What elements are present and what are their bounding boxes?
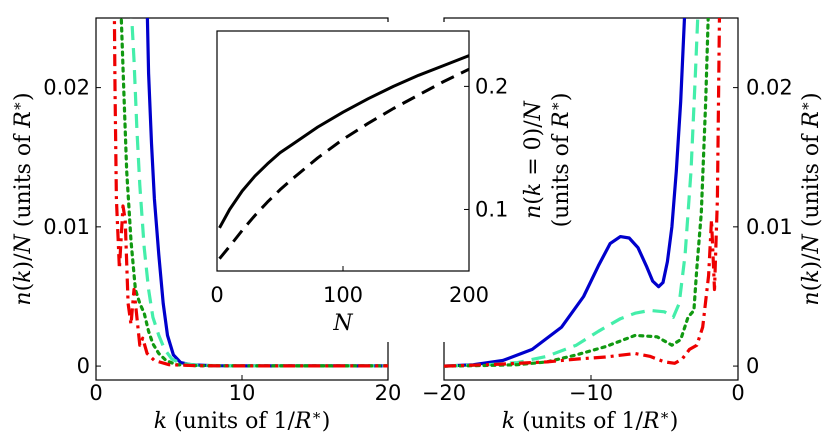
right-xtick-label: 0 — [731, 381, 744, 405]
inset-xtick-label: 0 — [210, 283, 223, 307]
right-series-dashed — [444, 18, 700, 368]
inset-series-group — [218, 54, 469, 260]
right-ytick-label: 0.02 — [746, 76, 793, 100]
inset-series-dashed — [218, 67, 469, 260]
svg-text:N: N — [332, 311, 353, 336]
right-xtick-label: −10 — [569, 381, 613, 405]
inset-xlabel: N — [332, 311, 353, 336]
left-ytick-label: 0 — [77, 354, 90, 378]
left-ticks: 0 10 20 0 0.01 0.02 — [43, 76, 401, 405]
right-ylabel: n(k)/N (units of R∗) — [796, 92, 824, 305]
svg-text:n(k)/N (units of R∗): n(k)/N (units of R∗) — [8, 92, 36, 305]
right-ytick-label: 0.01 — [746, 215, 793, 239]
left-xtick-label: 20 — [375, 381, 402, 405]
svg-text:k (units of 1/R∗): k (units of 1/R∗) — [154, 406, 331, 434]
inset-ytick-label: 0.2 — [475, 74, 508, 98]
left-ylabel: n(k)/N (units of R∗) — [8, 92, 36, 305]
right-series-group — [444, 18, 722, 368]
left-ytick-label: 0.02 — [43, 76, 90, 100]
right-xtick-label: −20 — [422, 381, 466, 405]
left-xtick-label: 0 — [89, 381, 102, 405]
right-series-dash-dot — [444, 18, 722, 368]
right-ticks: −20 −10 00 0.01 0.02 — [422, 76, 793, 405]
inset-ylabel: n(k = 0)/N (units of R∗) — [521, 93, 574, 228]
right-panel: −20 −10 00 0.01 0.02 — [422, 17, 793, 405]
right-ytick-label: 0 — [746, 354, 759, 378]
svg-text:n(k = 0)/N: n(k = 0)/N — [521, 100, 546, 219]
inset-xtick-label: 200 — [449, 283, 489, 307]
left-series-dash-dot — [112, 18, 388, 368]
left-ytick-label: 0.01 — [43, 215, 90, 239]
inset-ticks: 0 100 200 0.1 0.2 — [210, 74, 508, 307]
left-series-dotted — [119, 18, 388, 368]
inset-xtick-label: 100 — [323, 283, 363, 307]
right-series-dotted — [444, 18, 710, 368]
right-xlabel: k (units of 1/R∗) — [502, 406, 679, 434]
inset-plot-frame — [216, 30, 470, 272]
svg-text:n(k)/N (units of R∗): n(k)/N (units of R∗) — [796, 92, 824, 305]
inset-series-solid — [218, 54, 469, 229]
inset-panel: 0 100 200 0.1 0.2 — [205, 22, 508, 342]
left-series-group — [112, 18, 388, 368]
left-xlabel: k (units of 1/R∗) — [154, 406, 331, 434]
inset-ytick-label: 0.1 — [475, 197, 508, 221]
svg-text:(units of R∗): (units of R∗) — [546, 93, 574, 228]
right-series-solid — [444, 18, 687, 368]
svg-text:k (units of 1/R∗): k (units of 1/R∗) — [502, 406, 679, 434]
left-xtick-label: 10 — [229, 381, 256, 405]
